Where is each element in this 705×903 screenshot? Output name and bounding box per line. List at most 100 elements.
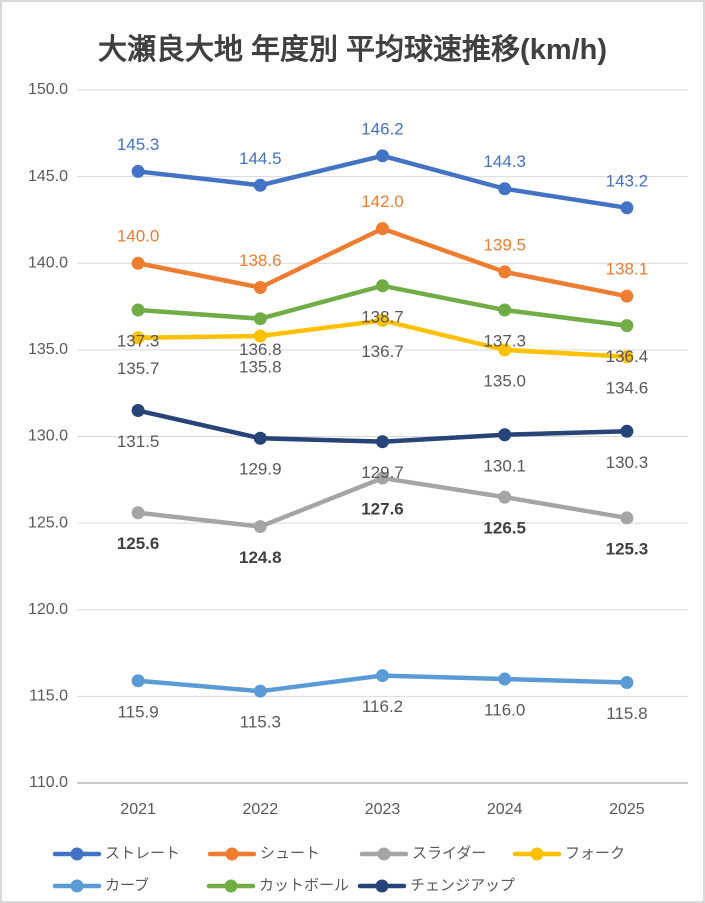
legend-label-curve: カーブ [105,876,149,894]
data-point-shoot-2023 [376,222,389,236]
legend-marker-dot-cutball [224,879,238,893]
data-label-fork-2022: 135.8 [239,357,282,376]
data-point-fork-2021 [131,331,145,345]
data-point-cutball-2023 [376,279,389,293]
data-label-shoot-2024: 139.5 [483,235,526,254]
data-label-straight-2024: 144.3 [483,152,526,171]
y-axis-tick-label: 140.0 [28,254,68,271]
x-axis-label: 2023 [365,801,401,818]
data-point-fork-2023 [376,313,389,327]
data-point-slider-2024 [498,490,512,504]
legend-label-straight: ストレート [105,845,180,862]
data-label-changeup-2021: 131.5 [117,432,160,451]
y-axis-tick-label: 145.0 [28,168,68,185]
data-label-slider-2023: 127.6 [361,500,404,519]
legend-label-changeup: チェンジアップ [410,877,515,894]
data-label-straight-2023: 146.2 [361,119,404,138]
data-label-fork-2021: 135.7 [117,359,160,378]
data-point-changeup-2024 [498,428,512,442]
legend-label-fork: フォーク [565,845,625,862]
data-point-slider-2023 [376,471,389,485]
data-label-cutball-2022: 136.8 [239,340,282,359]
data-point-fork-2025 [620,350,634,364]
data-point-slider-2022 [253,520,267,534]
data-point-straight-2025 [620,201,634,215]
data-label-cutball-2023: 138.7 [361,307,404,326]
data-point-curve-2022 [253,684,267,698]
data-point-cutball-2022 [253,312,267,326]
data-point-slider-2021 [131,506,145,520]
data-label-curve-2024: 116.0 [484,701,525,720]
data-point-changeup-2021 [131,404,145,418]
x-axis-label: 2021 [120,801,156,818]
y-axis-tick-label: 110.0 [29,774,68,791]
legend-marker-dot-changeup [375,879,389,893]
data-label-curve-2021: 115.9 [117,702,158,721]
data-label-changeup-2024: 130.1 [483,456,526,475]
legend-label-slider: スライダー [412,845,486,862]
legend-marker-dot-fork [530,847,544,861]
data-label-fork-2023: 136.7 [361,342,404,361]
legend-marker-dot-shoot [225,847,239,861]
data-point-straight-2022 [253,178,267,192]
data-label-shoot-2025: 138.1 [606,260,649,279]
data-label-cutball-2025: 136.4 [606,347,649,366]
x-axis-label: 2022 [243,801,279,818]
data-point-shoot-2022 [253,281,267,295]
data-point-fork-2024 [498,343,512,357]
chart-title: 大瀬良大地 年度別 平均球速推移(km/h) [97,34,608,66]
data-point-curve-2024 [498,672,512,686]
data-point-cutball-2025 [620,319,634,333]
data-label-slider-2022: 124.8 [239,548,282,567]
data-label-changeup-2023: 129.7 [361,463,404,482]
data-label-shoot-2023: 142.0 [361,192,404,211]
data-point-shoot-2021 [131,256,145,270]
legend-label-shoot: シュート [260,845,320,862]
y-axis-tick-label: 115.0 [29,688,68,705]
data-label-shoot-2022: 138.6 [239,251,282,270]
data-point-straight-2023 [376,149,389,163]
data-label-shoot-2021: 140.0 [117,227,160,246]
data-label-curve-2022: 115.3 [240,713,281,732]
data-point-shoot-2025 [620,289,634,303]
data-point-curve-2023 [376,669,389,683]
data-label-changeup-2022: 129.9 [239,460,282,479]
legend-marker-dot-curve [70,879,84,893]
data-label-fork-2024: 135.0 [483,371,526,390]
data-label-changeup-2025: 130.3 [606,453,649,472]
data-point-shoot-2024 [498,265,512,279]
y-axis-tick-label: 120.0 [28,601,68,618]
data-label-curve-2025: 115.8 [606,704,647,723]
legend-marker-dot-slider [377,847,391,861]
data-label-fork-2025: 134.6 [606,378,649,397]
data-point-fork-2022 [253,329,267,343]
legend-marker-dot-straight [70,847,84,861]
data-point-slider-2025 [620,511,634,525]
y-axis-tick-label: 150.0 [28,81,68,98]
data-label-slider-2024: 126.5 [483,519,526,538]
data-label-curve-2023: 116.2 [362,697,403,716]
data-point-curve-2025 [620,676,634,690]
x-axis-label: 2024 [487,801,523,818]
data-label-slider-2025: 125.3 [606,539,649,558]
data-point-changeup-2025 [620,424,634,438]
x-axis-label: 2025 [609,801,645,818]
data-point-curve-2021 [131,674,145,688]
data-label-cutball-2024: 137.3 [483,332,526,351]
data-label-straight-2021: 145.3 [117,135,160,154]
data-point-straight-2021 [131,164,145,178]
data-point-changeup-2023 [376,435,389,449]
data-label-slider-2021: 125.6 [117,534,160,553]
data-label-straight-2025: 143.2 [606,171,649,190]
data-point-changeup-2022 [253,431,267,445]
data-label-straight-2022: 144.5 [239,149,282,168]
y-axis-tick-label: 130.0 [28,428,68,445]
data-point-cutball-2021 [131,303,145,317]
data-point-cutball-2024 [498,303,512,317]
data-label-cutball-2021: 137.3 [117,332,160,351]
legend-label-cutball: カットボール [259,877,349,894]
y-axis-tick-label: 135.0 [28,341,68,358]
data-point-straight-2024 [498,182,512,196]
